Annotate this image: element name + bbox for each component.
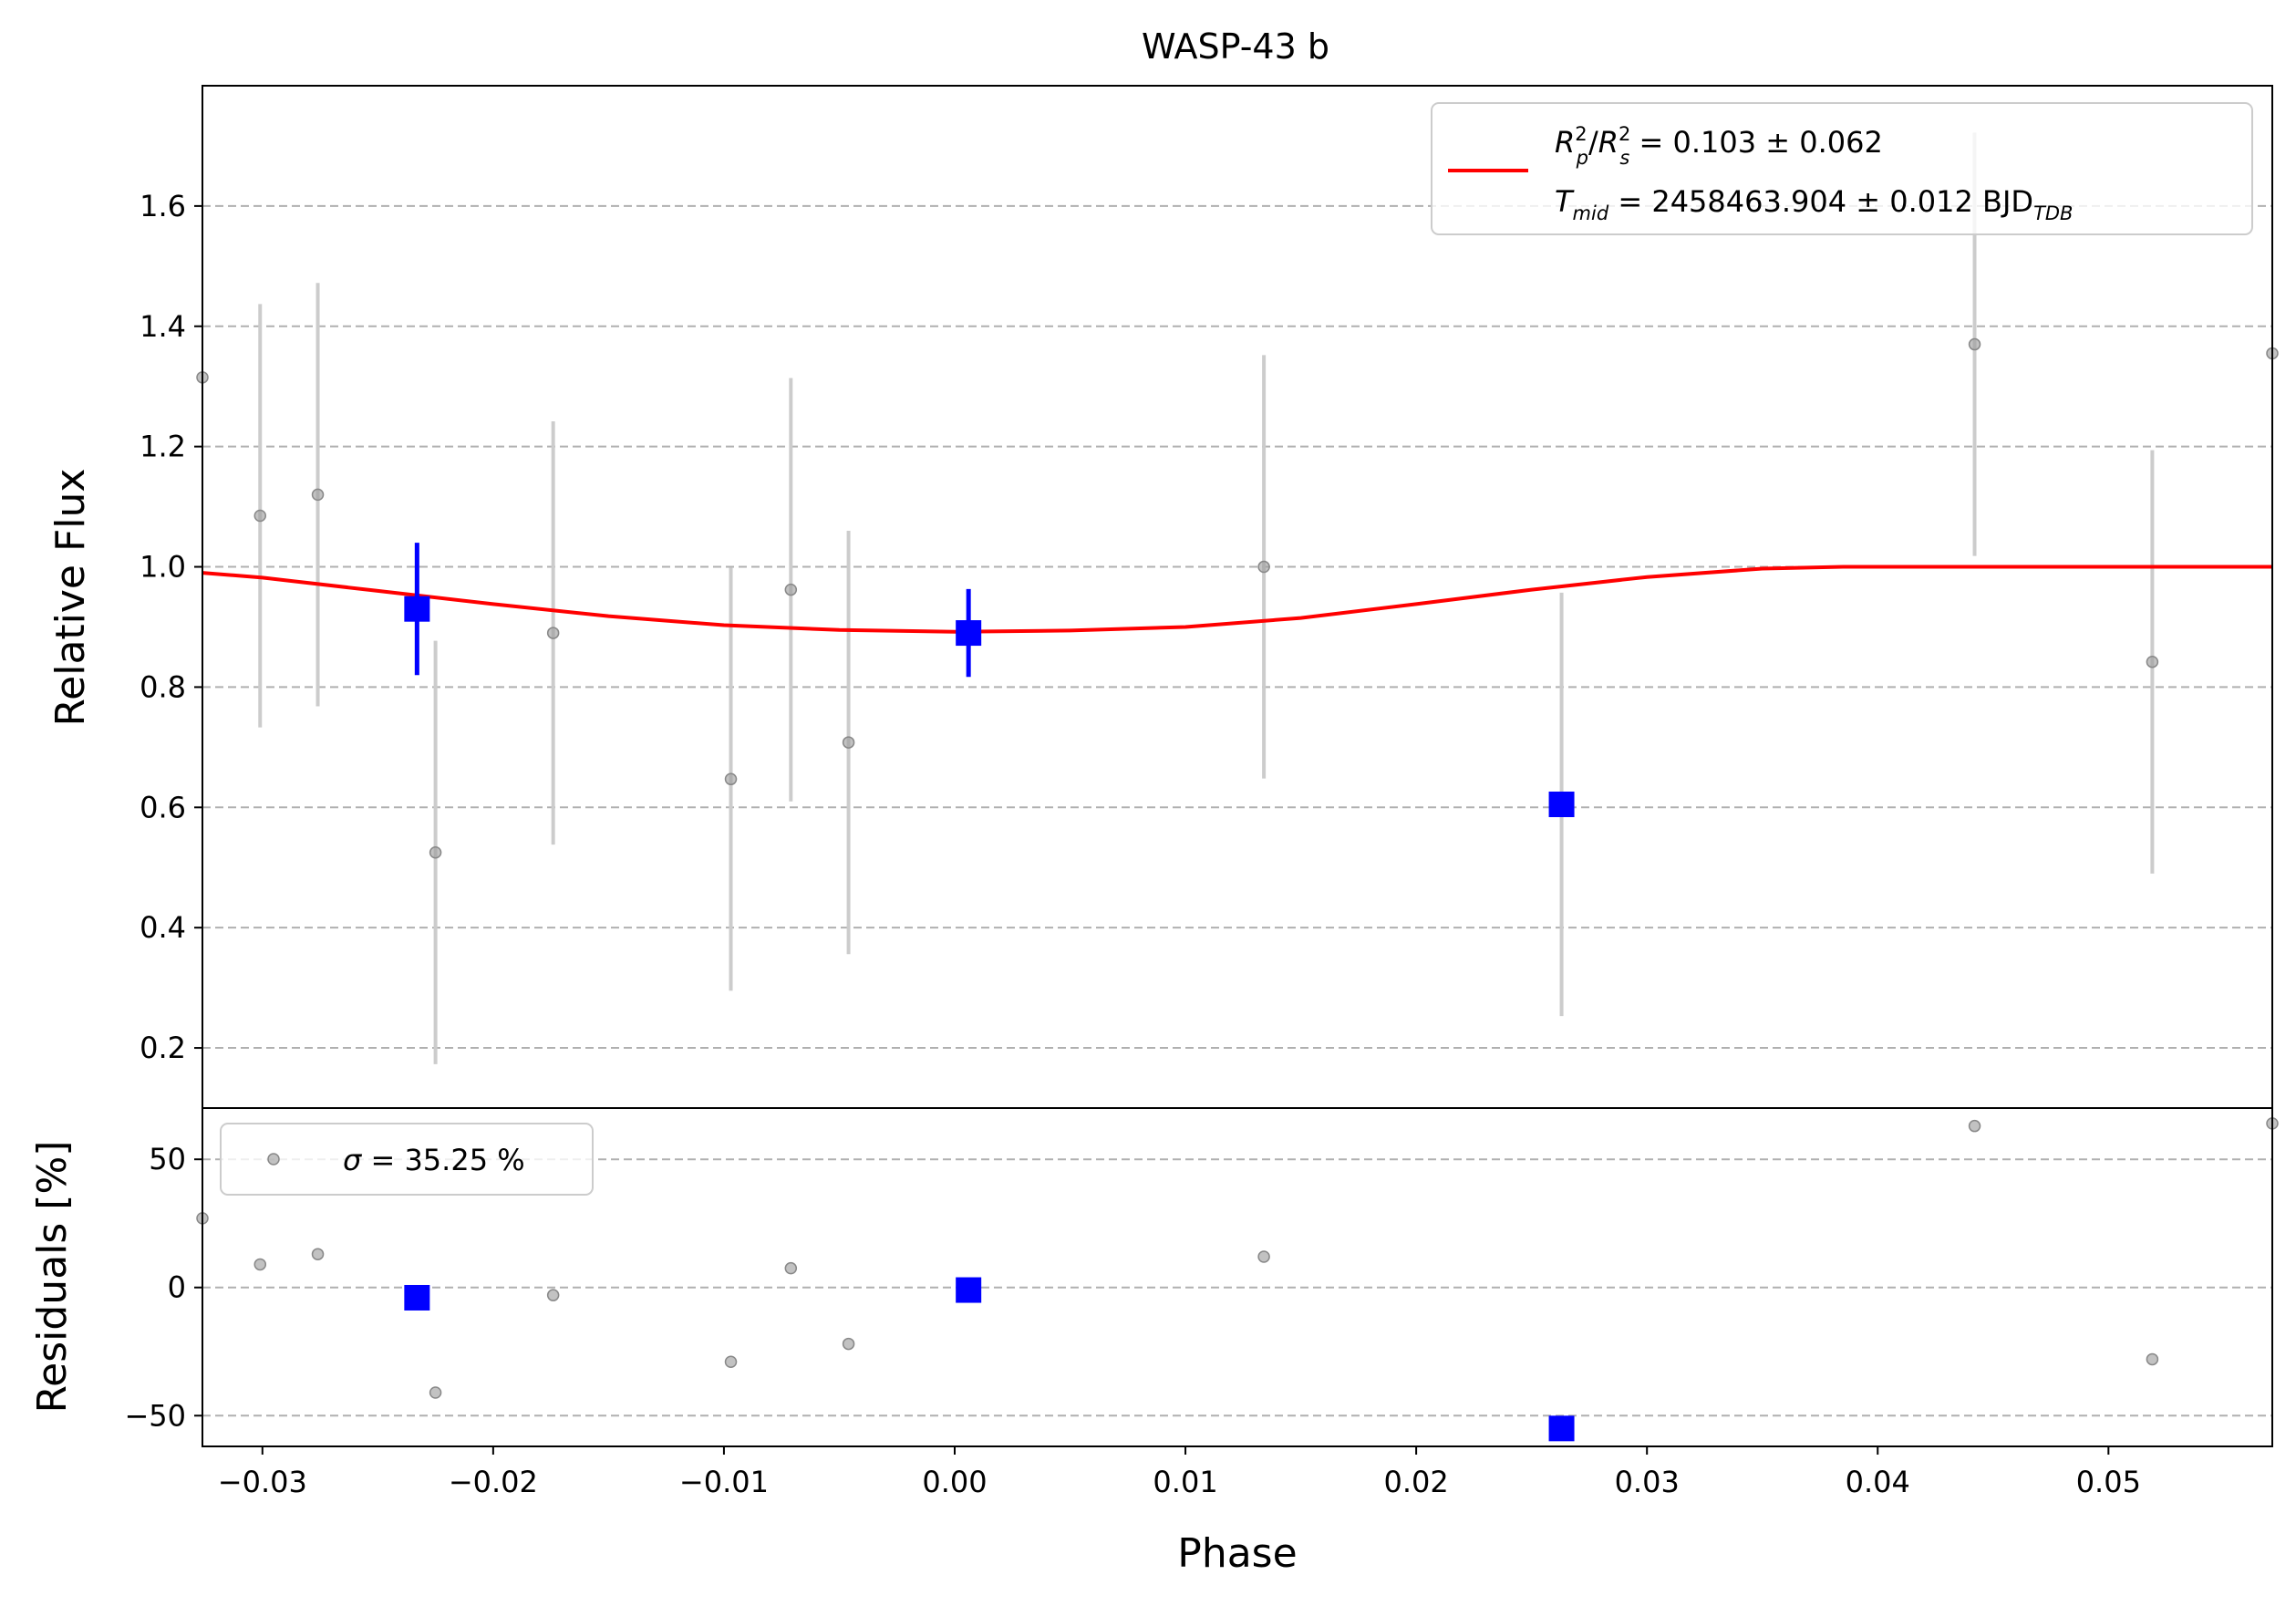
flux-raw-point	[546, 627, 560, 639]
flux-raw-point	[311, 488, 325, 502]
flux-binned-points	[404, 543, 1575, 817]
flux-y-tick-label: 0.8	[140, 669, 186, 704]
flux-y-tick-label: 1.6	[140, 189, 186, 223]
flux-y-tick-label: 0.4	[140, 910, 186, 945]
flux-raw-point	[1257, 560, 1270, 574]
flux-grid	[202, 204, 2272, 1050]
flux-y-ticks: 0.2 0.4 0.6 0.8 1.0 1.2 1.4 1.6	[140, 189, 202, 1065]
residuals-panel-frame	[202, 1107, 2273, 1447]
residuals-legend-box	[220, 1123, 594, 1196]
phase-x-tick-label: 0.00	[922, 1465, 987, 1499]
residuals-y-tick-label: 50	[149, 1142, 186, 1176]
phase-x-axis-label: Phase	[1177, 1530, 1297, 1577]
residuals-y-ticks: −50 0 50	[124, 1142, 202, 1433]
residual-raw-point	[429, 1386, 442, 1399]
legend-tmid-text: Tmid = 2458463.904 ± 0.012 BJDTDB	[1555, 184, 2073, 224]
phase-x-tick-label: 0.05	[2076, 1465, 2141, 1499]
flux-legend: R2 p/R2 s = 0.103 ± 0.062 Tmid = 2458463.9…	[1431, 102, 2253, 235]
phase-x-tick-label: −0.03	[218, 1465, 307, 1499]
flux-panel: 0.2 0.4 0.6 0.8 1.0 1.2 1.4 1.6 Relative Flux R…	[47, 85, 2279, 1109]
residual-binned-point	[1548, 1415, 1575, 1442]
flux-raw-point	[784, 583, 798, 596]
phase-x-tick-label: 0.01	[1153, 1465, 1217, 1499]
transit-model-line	[202, 565, 2272, 634]
residual-raw-point	[2146, 1352, 2159, 1366]
residual-raw-point	[546, 1289, 560, 1301]
residuals-legend: σ = 35.25 %	[220, 1123, 594, 1196]
residual-raw-point	[724, 1355, 738, 1368]
residuals-grid	[202, 1158, 2272, 1417]
legend-sigma-text: σ = 35.25 %	[343, 1143, 525, 1177]
residuals-raw-points	[196, 1117, 2279, 1399]
phase-x-tick-label: −0.02	[449, 1465, 538, 1499]
phase-x-tick-label: 0.02	[1384, 1465, 1449, 1499]
residual-raw-point	[311, 1248, 325, 1260]
flux-y-axis-label: Relative Flux	[47, 469, 94, 727]
flux-raw-point	[2146, 655, 2159, 668]
flux-raw-point	[253, 509, 267, 523]
legend-residual-marker	[267, 1153, 280, 1166]
flux-raw-point	[724, 772, 738, 786]
residual-binned-point	[956, 1277, 982, 1303]
phase-x-tick-label: −0.01	[679, 1465, 769, 1499]
residual-raw-point	[1968, 1119, 1981, 1133]
residuals-binned-points	[404, 1277, 1575, 1442]
flux-raw-points	[196, 132, 2279, 1064]
flux-binned-point	[404, 596, 430, 622]
flux-raw-point	[1968, 337, 1981, 351]
residual-raw-point	[842, 1337, 855, 1351]
flux-y-tick-label: 1.0	[140, 550, 186, 585]
flux-y-tick-label: 0.6	[140, 790, 186, 824]
flux-panel-frame	[202, 85, 2273, 1109]
flux-binned-point	[1548, 791, 1575, 817]
flux-y-tick-label: 1.2	[140, 430, 186, 464]
phase-x-ticks: −0.03 −0.02 −0.01 0.00 0.01 0.02 0.03 0.04 0.05	[218, 1446, 2141, 1499]
residual-raw-point	[784, 1261, 798, 1275]
residuals-y-tick-label: 0	[168, 1270, 186, 1305]
flux-raw-point	[842, 736, 855, 749]
residuals-panel: −50 0 50 −0.03 −0.02 −0.01 0.00 0.01 0.02 0.03 0.…	[29, 1107, 2279, 1577]
flux-raw-point	[429, 846, 442, 859]
residual-raw-point	[1257, 1250, 1270, 1263]
residual-binned-point	[404, 1284, 430, 1311]
flux-legend-box	[1431, 102, 2253, 235]
residuals-y-tick-label: −50	[124, 1398, 186, 1433]
phase-x-tick-label: 0.04	[1846, 1465, 1910, 1499]
residual-raw-point	[253, 1258, 267, 1271]
flux-binned-point	[956, 620, 982, 647]
flux-y-tick-label: 1.4	[140, 309, 186, 344]
phase-x-tick-label: 0.03	[1615, 1465, 1680, 1499]
legend-depth-text: R2 p/R2 s = 0.103 ± 0.062	[1555, 123, 1883, 169]
residuals-y-axis-label: Residuals [%]	[29, 1141, 76, 1414]
flux-y-tick-label: 0.2	[140, 1031, 186, 1065]
chart-title: WASP-43 b	[1142, 26, 1329, 67]
